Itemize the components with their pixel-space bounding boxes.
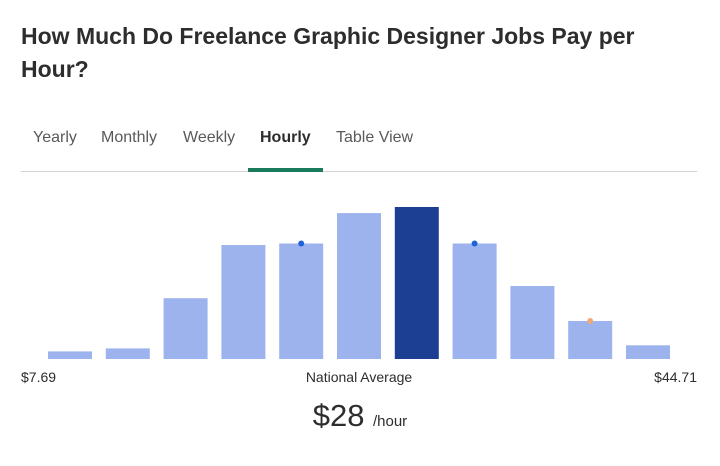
national-average-label: National Average [305,369,413,385]
histogram-bar-1[interactable] [48,351,92,359]
tab-weekly[interactable]: Weekly [183,129,236,146]
histogram-bar-6[interactable] [337,213,381,359]
histogram-bar-7[interactable] [394,207,439,359]
average-pay-amount: $28 [312,398,365,433]
tab-monthly[interactable]: Monthly [101,129,158,146]
histogram-bar-2[interactable] [105,348,150,359]
histogram-bar-4[interactable] [221,245,266,359]
pay-period-tabs: Yearly Monthly Weekly Hourly Table View [21,118,697,172]
bar-marker-2 [471,240,478,247]
max-pay-label: $44.71 [654,369,697,385]
histogram-bar-5[interactable] [279,243,324,360]
average-pay-unit: /hour [372,413,408,430]
bar-marker-1 [298,240,305,247]
tab-table-view[interactable]: Table View [336,129,414,146]
tab-yearly[interactable]: Yearly [33,129,77,146]
histogram-bar-9[interactable] [510,286,555,359]
histogram-bar-3[interactable] [163,298,208,359]
average-pay: $28 /hour [0,396,720,442]
tab-hourly[interactable]: Hourly [248,118,323,172]
bar-marker-3 [587,318,594,324]
histogram-bar-11[interactable] [626,345,670,359]
min-pay-label: $7.69 [21,369,57,385]
histogram-bar-8[interactable] [452,243,497,360]
histogram-bar-10[interactable] [568,321,613,359]
page-title: How Much Do Freelance Graphic Designer J… [21,23,635,82]
